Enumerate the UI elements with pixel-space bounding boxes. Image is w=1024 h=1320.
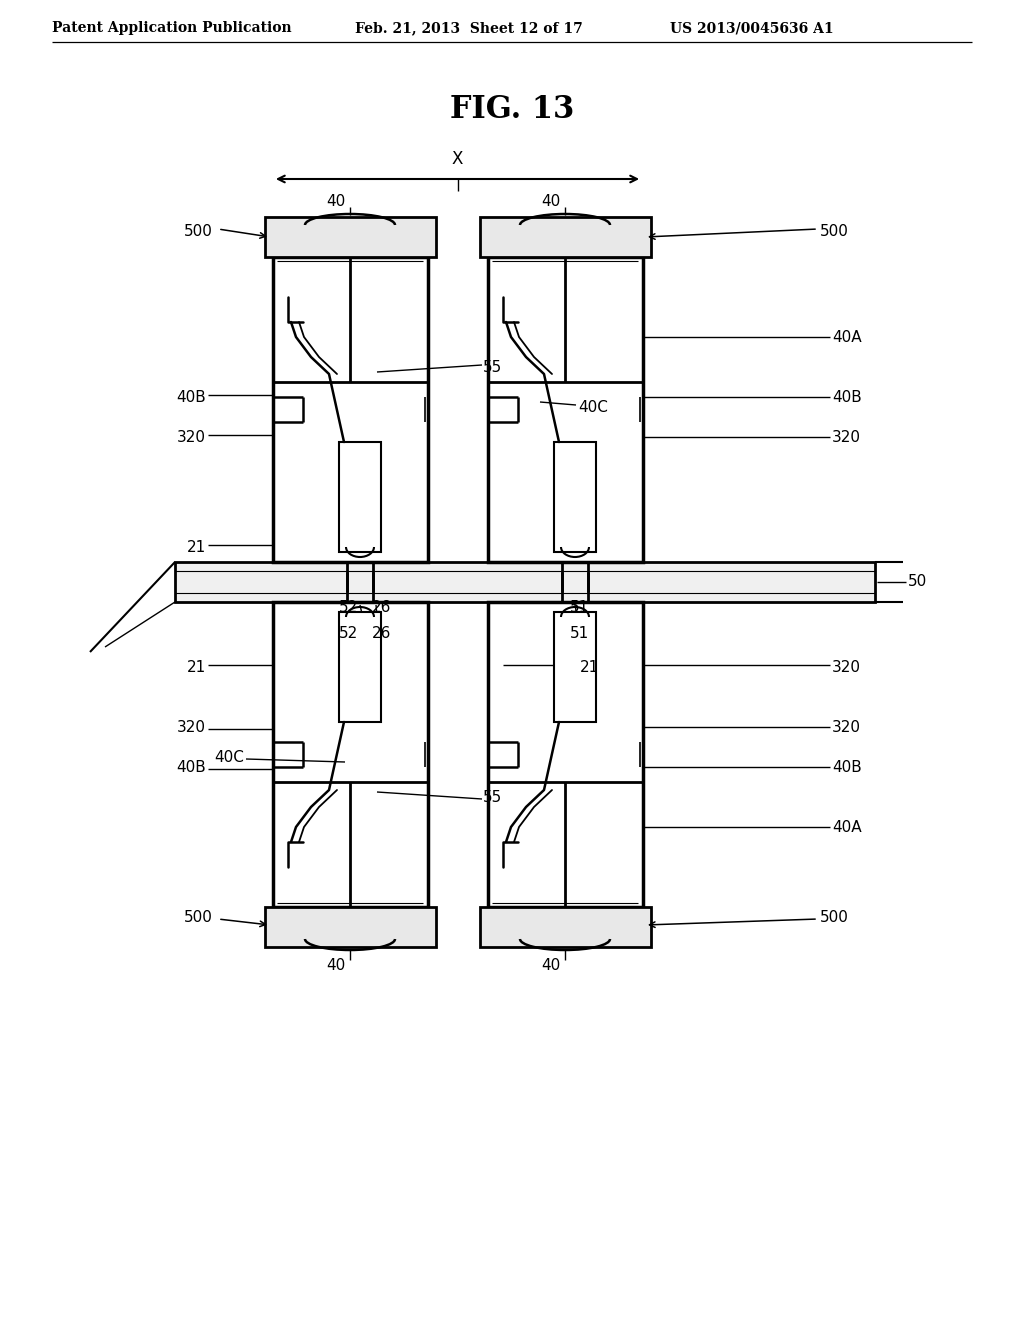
Text: 40B: 40B <box>176 759 206 775</box>
Text: 320: 320 <box>177 429 206 445</box>
Bar <box>175 562 874 602</box>
Text: 40C: 40C <box>214 750 244 764</box>
Text: Patent Application Publication: Patent Application Publication <box>52 21 292 36</box>
Bar <box>488 602 643 907</box>
Text: 40B: 40B <box>176 389 206 404</box>
Bar <box>339 612 381 722</box>
Bar <box>608 602 632 620</box>
Text: US 2013/0045636 A1: US 2013/0045636 A1 <box>670 21 834 36</box>
Bar <box>488 257 643 562</box>
Bar <box>480 907 651 946</box>
Bar <box>273 602 428 907</box>
Text: 500: 500 <box>184 224 213 239</box>
Text: 40A: 40A <box>831 820 861 834</box>
Text: 40A: 40A <box>831 330 861 345</box>
Bar <box>480 216 651 257</box>
Text: 40: 40 <box>542 957 560 973</box>
Text: 320: 320 <box>831 719 861 734</box>
Bar <box>339 442 381 552</box>
Text: 21: 21 <box>580 660 599 675</box>
Bar <box>341 602 365 620</box>
Bar <box>298 602 322 620</box>
Text: 21: 21 <box>186 660 206 675</box>
Text: 40: 40 <box>327 194 346 210</box>
Bar <box>554 442 596 552</box>
Text: 500: 500 <box>184 909 213 924</box>
Text: 55: 55 <box>483 789 502 804</box>
Text: FIG. 13: FIG. 13 <box>450 95 574 125</box>
Text: 26: 26 <box>372 599 391 615</box>
Text: 26: 26 <box>372 627 391 642</box>
Text: 51: 51 <box>570 627 589 642</box>
Text: 52: 52 <box>339 627 358 642</box>
Text: 51: 51 <box>570 599 589 615</box>
Text: 50: 50 <box>908 574 928 590</box>
Text: Feb. 21, 2013  Sheet 12 of 17: Feb. 21, 2013 Sheet 12 of 17 <box>355 21 583 36</box>
Bar <box>265 216 436 257</box>
Text: 320: 320 <box>831 429 861 445</box>
Text: 55: 55 <box>483 359 502 375</box>
Text: 320: 320 <box>177 719 206 734</box>
Text: 21: 21 <box>186 540 206 554</box>
Bar <box>553 602 577 620</box>
Text: 40: 40 <box>327 957 346 973</box>
Bar <box>554 612 596 722</box>
Bar <box>273 257 428 562</box>
Text: 52: 52 <box>339 599 358 615</box>
Bar <box>265 907 436 946</box>
Text: 40B: 40B <box>831 759 862 775</box>
Text: 40: 40 <box>542 194 560 210</box>
Text: 500: 500 <box>820 909 849 924</box>
Text: X: X <box>452 150 463 168</box>
Text: 40B: 40B <box>831 389 862 404</box>
Bar <box>498 602 522 620</box>
Text: 40C: 40C <box>578 400 608 414</box>
Text: 320: 320 <box>831 660 861 675</box>
Text: 500: 500 <box>820 224 849 239</box>
